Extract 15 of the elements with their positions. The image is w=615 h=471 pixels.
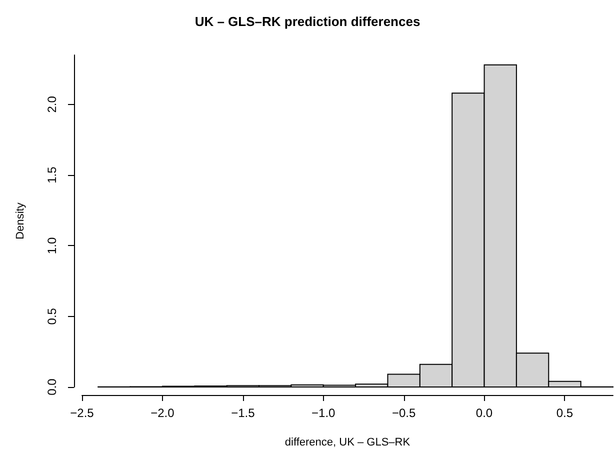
x-axis-title: difference, UK – GLS–RK xyxy=(284,436,411,448)
x-tick-label: −2.0 xyxy=(150,406,175,420)
y-tick-label: 2.0 xyxy=(45,96,59,113)
x-tick-label: −1.0 xyxy=(312,406,336,420)
x-tick-label: 0.0 xyxy=(476,406,493,420)
y-tick-label: 1.0 xyxy=(45,237,59,254)
y-tick-label: 0.5 xyxy=(45,308,59,325)
x-tick-label: −1.5 xyxy=(231,406,256,420)
y-tick-label: 0.0 xyxy=(45,378,59,396)
y-tick-label: 1.5 xyxy=(45,166,59,184)
x-tick-label: −2.5 xyxy=(70,406,94,420)
x-tick-label: −0.5 xyxy=(392,406,416,420)
y-axis-title: Density xyxy=(14,202,26,240)
x-tick-label: 0.5 xyxy=(556,406,574,420)
chart-title: UK – GLS–RK prediction differences xyxy=(194,14,420,29)
